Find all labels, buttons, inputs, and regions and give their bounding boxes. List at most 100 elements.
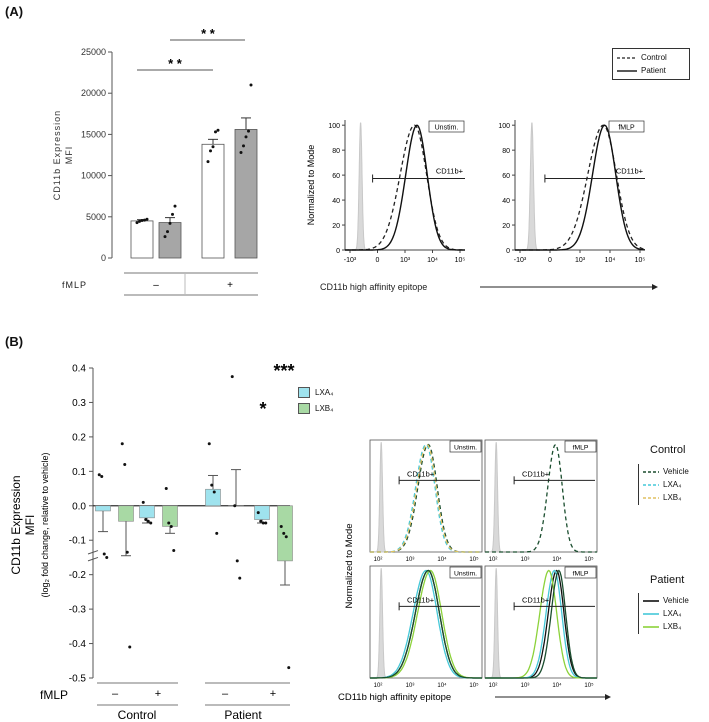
data-point: [247, 129, 250, 133]
dashed-line-icon: [617, 56, 637, 59]
significance-label: * *: [168, 56, 183, 71]
fmlp-mark: +: [270, 688, 276, 700]
data-point: [140, 219, 144, 223]
data-point: [214, 130, 217, 134]
data-point: [206, 160, 210, 164]
y-axis-title-unit: MFI: [64, 146, 74, 165]
hist-y-tick-label: 60: [502, 173, 510, 180]
fmlp-mark: +: [155, 688, 161, 700]
lxb4-swatch: [298, 402, 310, 414]
data-point: [209, 149, 212, 153]
data-point: [120, 442, 124, 446]
arrow-head-icon: [652, 284, 658, 290]
hist-x-tick-label: 10⁴: [552, 556, 562, 563]
panel-a-bar-chart: 0 5000 10000 15000 20000 25000 CD11b Expressio…: [52, 26, 258, 296]
data-point: [239, 151, 243, 155]
bar-patient: [158, 222, 182, 259]
solid-line-icon: [643, 625, 659, 628]
hist-x-tick-label: 10⁵: [455, 257, 466, 264]
data-point: [168, 221, 172, 225]
data-point: [105, 555, 109, 559]
data-point: [102, 552, 106, 556]
treatment-histogram-line: [485, 569, 597, 679]
solid-line-icon: [643, 612, 659, 615]
data-point: [235, 559, 239, 563]
group-label-minus: –: [153, 280, 159, 291]
gate-label: CD11b+: [616, 167, 644, 176]
data-point: [167, 521, 171, 525]
y-tick-label: 25000: [81, 47, 106, 57]
hist-frame: [369, 439, 483, 553]
data-point: [123, 462, 127, 466]
legend-item-lxb4: LXB₄: [298, 400, 350, 416]
patient-legend-lxa4: LXA₄: [643, 607, 701, 620]
stim-tag-label: Unstim.: [454, 571, 477, 578]
isotype-histogram: [484, 568, 502, 679]
hist-x-tick-label: 10⁴: [437, 682, 447, 689]
y-tick-label: 15000: [81, 129, 106, 139]
treatment-histogram-line: [370, 569, 482, 679]
patient-legend-lxa4-label: LXA₄: [663, 609, 682, 618]
stim-tag-label: Unstim.: [435, 125, 459, 132]
data-point: [249, 83, 253, 87]
data-point: [284, 535, 288, 539]
data-point: [149, 521, 153, 525]
data-point: [146, 519, 150, 523]
isotype-histogram: [484, 442, 502, 553]
hist-x-tick-label: 10⁵: [469, 682, 479, 689]
treatment-histogram-line: [370, 569, 482, 679]
stim-tag-box: [564, 440, 597, 453]
data-point: [207, 442, 211, 446]
treatment-histogram-line: [370, 443, 482, 553]
hist-x-tick-label: 10⁴: [552, 682, 562, 689]
data-point: [287, 666, 291, 670]
stim-tag-box: [449, 440, 482, 453]
data-point: [145, 217, 149, 221]
hist-x-tick-label: 10³: [400, 257, 411, 264]
data-point: [216, 128, 220, 132]
data-point: [125, 550, 129, 554]
data-point: [244, 135, 248, 139]
fmlp-label: fMLP: [62, 280, 87, 290]
panel-b-legend: LXA₄ LXB₄: [298, 384, 350, 416]
bar-control: [130, 220, 154, 259]
bar-control: [201, 143, 225, 259]
data-point: [100, 475, 104, 478]
y-axis-subtitle: (log₂ fold change, relative to vehicle): [40, 452, 50, 597]
data-point: [212, 490, 216, 494]
bar-lxa4: [254, 505, 270, 520]
bar-patient: [234, 129, 258, 259]
y-tick-label: -0.4: [69, 639, 87, 650]
patient-legend-lxb4: LXB₄: [643, 620, 701, 633]
y-tick-label: 5000: [86, 212, 106, 222]
data-point: [164, 487, 168, 491]
panel-b-histograms: 10² 10³ 10⁴ 10⁵ CD11b+ Unstim. 10² 10³ 10⁴ 10⁵ CD1…: [338, 439, 611, 703]
hist-x-tick-label: 10³: [521, 683, 530, 689]
data-point: [135, 221, 139, 225]
data-point: [166, 230, 169, 234]
patient-legend-lxb4-label: LXB₄: [663, 622, 682, 631]
isotype-histogram: [369, 568, 387, 679]
axis-break-mark: [87, 550, 99, 555]
isotype-histogram: [344, 122, 366, 251]
hist-y-axis-title: Normalized to Mode: [344, 523, 355, 608]
data-point: [256, 511, 260, 515]
hist-y-axis-title: Normalized to Mode: [306, 145, 316, 226]
lxa4-swatch: [298, 386, 310, 398]
hist-y-tick-label: 80: [332, 148, 340, 155]
bar-lxb4: [118, 505, 134, 522]
y-tick-label: -0.1: [69, 536, 87, 547]
data-point: [233, 504, 237, 508]
data-point: [169, 524, 173, 528]
y-tick-label: 20000: [81, 88, 106, 98]
gate-label: CD11b+: [436, 167, 464, 176]
y-tick-label: 0.4: [72, 364, 86, 375]
patient-legend-title: Patient: [650, 574, 685, 586]
stim-tag-label: Unstim.: [454, 445, 477, 452]
significance-label: ***: [273, 361, 294, 381]
legend-item-lxa4: LXA₄: [298, 384, 350, 400]
y-tick-label: 0.1: [72, 467, 86, 478]
panel-a-legend: Control Patient: [612, 48, 690, 80]
significance-label: *: [259, 399, 266, 419]
y-axis-title: CD11b Expression: [9, 475, 23, 574]
